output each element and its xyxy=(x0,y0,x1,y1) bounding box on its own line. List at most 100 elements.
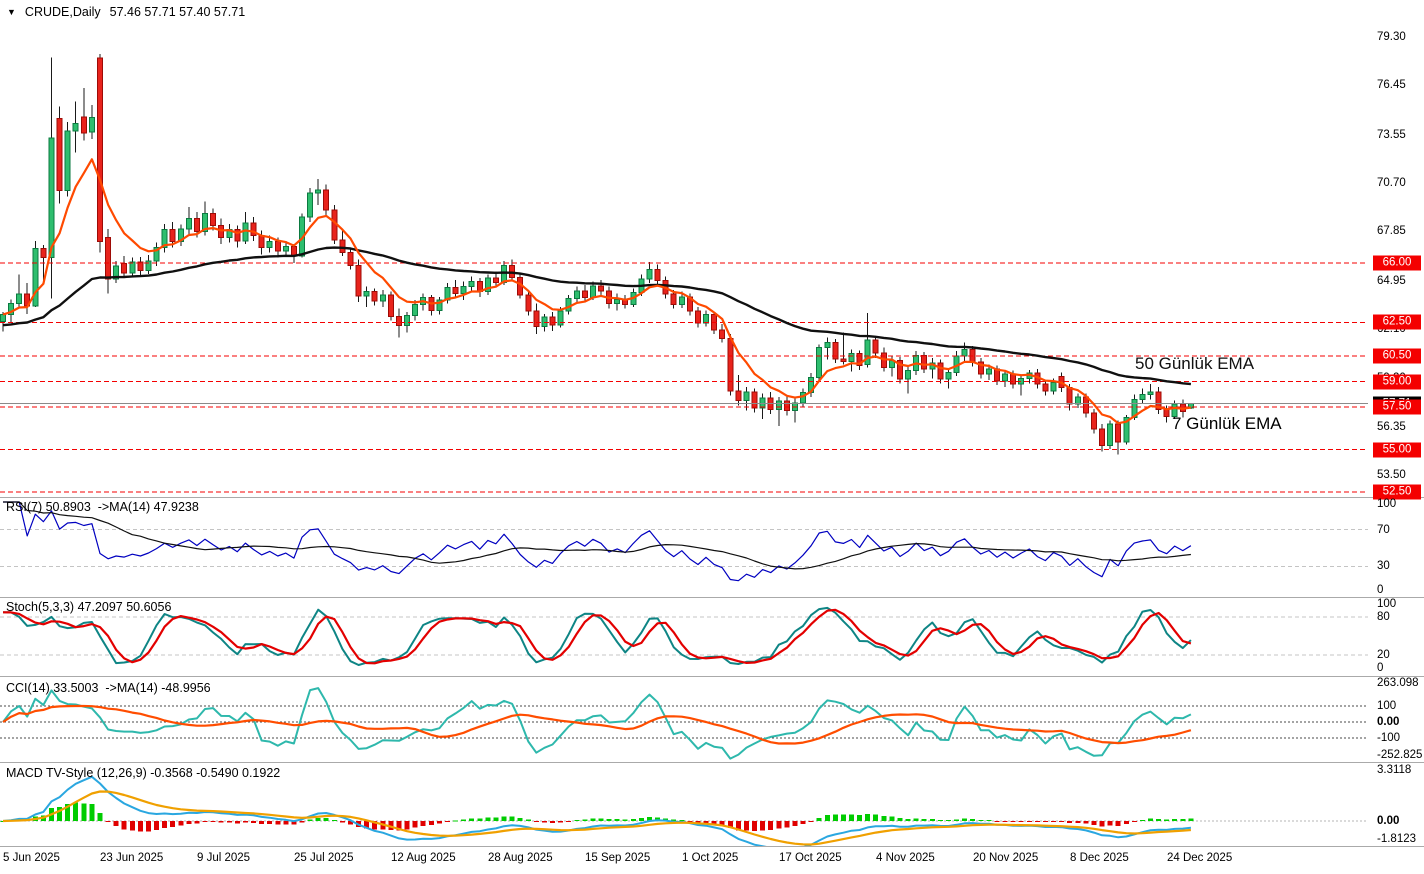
candle xyxy=(444,286,451,301)
time-axis-label: 12 Aug 2025 xyxy=(391,852,456,864)
rsi-panel[interactable] xyxy=(0,497,1368,597)
price-axis-label: 64.95 xyxy=(1377,274,1406,287)
cci-panel[interactable] xyxy=(0,676,1368,762)
macd-histogram-bar xyxy=(929,818,935,821)
macd-histogram-bar xyxy=(711,821,717,824)
candle xyxy=(1082,396,1089,414)
panel-divider xyxy=(0,597,1424,598)
candle xyxy=(557,310,564,326)
macd-histogram-bar xyxy=(436,821,442,824)
candle xyxy=(64,130,71,192)
cci-axis-label: 263.098 xyxy=(1377,677,1419,689)
macd-histogram-bar xyxy=(695,821,701,823)
candle xyxy=(282,246,289,252)
macd-histogram-bar xyxy=(816,817,822,821)
macd-histogram-bar xyxy=(954,819,960,821)
macd-histogram-bar xyxy=(735,821,741,831)
candle xyxy=(840,358,847,362)
macd-histogram-bar xyxy=(1002,821,1008,822)
candle xyxy=(452,286,459,294)
macd-histogram-bar xyxy=(461,819,467,821)
ema50-annotation: 50 Günlük EMA xyxy=(1135,354,1255,373)
rsi-axis-label: 100 xyxy=(1377,498,1397,510)
macd-histogram-bar xyxy=(1156,818,1162,821)
macd-panel[interactable] xyxy=(0,762,1368,846)
candle xyxy=(436,299,443,311)
macd-histogram-bar xyxy=(186,821,192,824)
macd-histogram-bar xyxy=(517,817,523,821)
cci-axis-label: 0.00 xyxy=(1377,716,1400,728)
macd-histogram-bar xyxy=(347,821,353,825)
macd-histogram-bar xyxy=(1188,818,1194,821)
stoch-axis-label: 80 xyxy=(1377,610,1390,623)
macd-histogram-bar xyxy=(719,821,725,825)
macd-histogram-bar xyxy=(792,821,798,826)
price-axis-label: 53.50 xyxy=(1377,469,1406,482)
macd-histogram-bar xyxy=(121,821,127,830)
panel-divider xyxy=(0,676,1424,677)
macd-histogram-bar xyxy=(638,818,644,821)
stochastic-panel[interactable] xyxy=(0,597,1368,676)
candle xyxy=(751,391,758,409)
collapse-arrow-icon[interactable]: ▼ xyxy=(7,7,16,17)
candle xyxy=(1074,396,1081,405)
candle xyxy=(581,290,588,299)
candle xyxy=(185,218,192,230)
macd-histogram-bar xyxy=(57,807,63,821)
candle xyxy=(266,241,273,249)
macd-histogram-bar xyxy=(1010,821,1016,822)
macd-histogram-bar xyxy=(800,821,806,824)
macd-histogram-bar xyxy=(251,821,257,823)
time-axis-label: 24 Dec 2025 xyxy=(1167,852,1233,864)
macd-histogram-bar xyxy=(485,817,491,821)
candle xyxy=(153,247,160,262)
macd-histogram-bar xyxy=(404,821,410,830)
stoch-axis-label: 0 xyxy=(1377,662,1384,674)
time-axis-label: 8 Dec 2025 xyxy=(1070,852,1129,864)
macd-histogram-bar xyxy=(501,816,507,821)
cci-indicator-label: CCI(14) 33.5003 ->MA(14) -48.9956 xyxy=(6,681,211,695)
chart-title: ▼ CRUDE,Daily 57.46 57.71 57.40 57.71 xyxy=(7,5,245,19)
macd-histogram-bar xyxy=(937,819,943,821)
candle xyxy=(735,390,742,401)
candle xyxy=(250,222,257,237)
time-axis[interactable]: 5 Jun 2025 23 Jun 2025 9 Jul 2025 25 Jul 20… xyxy=(0,852,1424,874)
macd-histogram-bar xyxy=(469,818,475,821)
candle xyxy=(896,359,903,380)
candle xyxy=(315,189,322,194)
candle xyxy=(307,192,314,218)
candle xyxy=(985,368,992,375)
macd-histogram-bar xyxy=(824,815,830,821)
candle xyxy=(210,213,217,226)
macd-histogram-bar xyxy=(1083,821,1089,824)
macd-histogram-bar xyxy=(218,821,224,823)
macd-histogram-bar xyxy=(655,817,661,821)
price-axis-label: 70.70 xyxy=(1377,177,1406,190)
candle xyxy=(856,353,863,367)
macd-histogram-bar xyxy=(840,814,846,821)
time-axis-label: 5 Jun 2025 xyxy=(3,852,60,864)
candle xyxy=(274,241,281,252)
macd-histogram-bar xyxy=(889,816,895,821)
panel-divider xyxy=(0,846,1424,847)
candle xyxy=(646,269,653,280)
candle xyxy=(323,189,330,211)
macd-histogram-bar xyxy=(550,821,556,824)
price-level-badge: 57.50 xyxy=(1373,399,1421,415)
candle xyxy=(1163,409,1170,418)
main-price-panel[interactable] xyxy=(0,0,1368,497)
stoch-indicator-label: Stoch(5,3,3) 47.2097 50.6056 xyxy=(6,600,172,614)
candle xyxy=(864,339,871,366)
macd-histogram-bar xyxy=(921,818,927,821)
time-axis-label: 28 Aug 2025 xyxy=(488,852,553,864)
macd-histogram-bar xyxy=(65,804,71,821)
ohlc-values: 57.46 57.71 57.40 57.71 xyxy=(109,5,246,19)
candle xyxy=(597,285,604,292)
candle xyxy=(105,236,112,280)
macd-histogram-bar xyxy=(832,814,838,821)
candle xyxy=(48,137,55,259)
macd-histogram-bar xyxy=(970,818,976,821)
candle xyxy=(1139,393,1146,401)
macd-histogram-bar xyxy=(533,821,539,822)
macd-histogram-bar xyxy=(1107,821,1113,826)
